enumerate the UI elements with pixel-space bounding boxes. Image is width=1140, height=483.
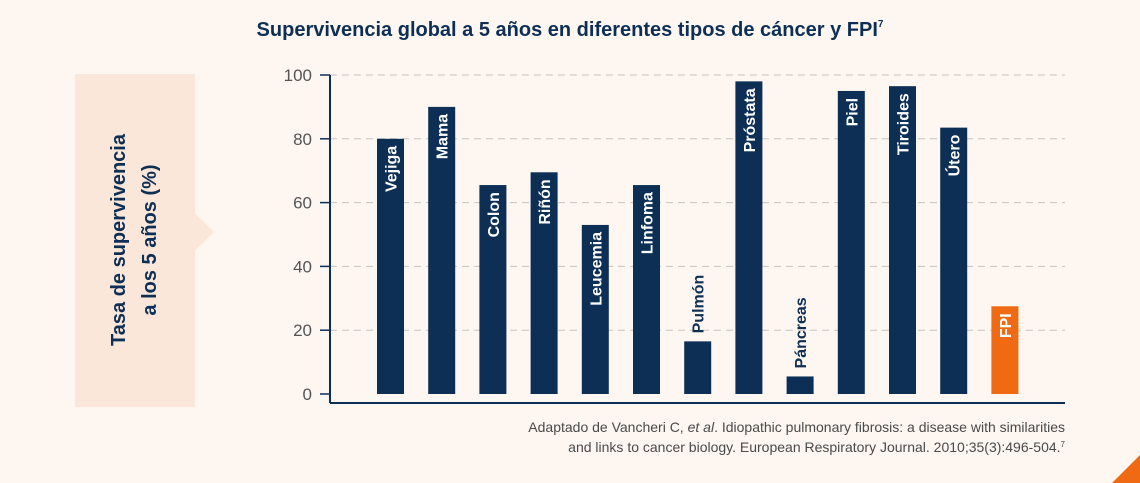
bar-label-pulmon: Pulmón [691,275,708,334]
bar-label-tiroides: Tiroides [896,93,913,155]
bar-label-piel: Piel [844,98,861,126]
axes [329,75,1065,404]
y-axis-ticks: 0 20 40 60 80 100 [284,66,330,404]
corner-accent [1112,455,1140,483]
y-axis-label-panel [75,74,195,407]
y-tick-label: 80 [293,130,312,149]
source-line1: Adaptado de Vancheri C, et al. Idiopathi… [528,419,1065,435]
bar-label-mama: Mama [435,114,452,159]
bar-fpi [991,306,1019,394]
bar-label-leucemia: Leucemia [588,232,605,306]
bar-tiroides [889,86,916,394]
bar-colon [479,185,507,394]
bar-label-prostata: Próstata [742,88,759,152]
bars: Vejiga Mama Colon Riñón Leucemia Linfoma Pulmó… [377,81,1019,395]
bar-label-utero: Útero [945,134,964,176]
bar-mama [428,106,456,395]
bar-label-vejiga: Vejiga [384,146,401,192]
bar-leucemia [581,224,609,394]
chart-title: Supervivencia global a 5 años en diferen… [256,19,884,41]
bar-prostata [735,81,763,394]
bar-rinon [530,172,558,394]
bar-linfoma [633,185,660,394]
bar-label-fpi: FPI [998,313,1015,338]
bar-label-linfoma: Linfoma [640,192,657,254]
bar-utero [940,127,968,394]
bar-pulmon [684,341,712,394]
bar-label-rinon: Riñón [537,179,554,224]
y-axis-label-pointer [195,213,214,251]
source-citation: Adaptado de Vancheri C, et al. Idiopathi… [425,418,1065,456]
y-tick-label: 40 [293,257,312,276]
y-tick-label: 60 [293,194,312,213]
title-footnote: 7 [877,19,884,30]
bar-piel [837,90,865,394]
bar-pancreas [786,376,814,394]
y-tick-label: 0 [303,385,312,404]
bar-label-pancreas: Páncreas [793,297,810,368]
y-tick-label: 100 [284,66,312,85]
bar-label-colon: Colon [486,192,503,237]
y-tick-label: 20 [293,321,312,340]
bar-vejiga [377,138,404,394]
source-line2: and links to cancer biology. European Re… [568,439,1065,455]
